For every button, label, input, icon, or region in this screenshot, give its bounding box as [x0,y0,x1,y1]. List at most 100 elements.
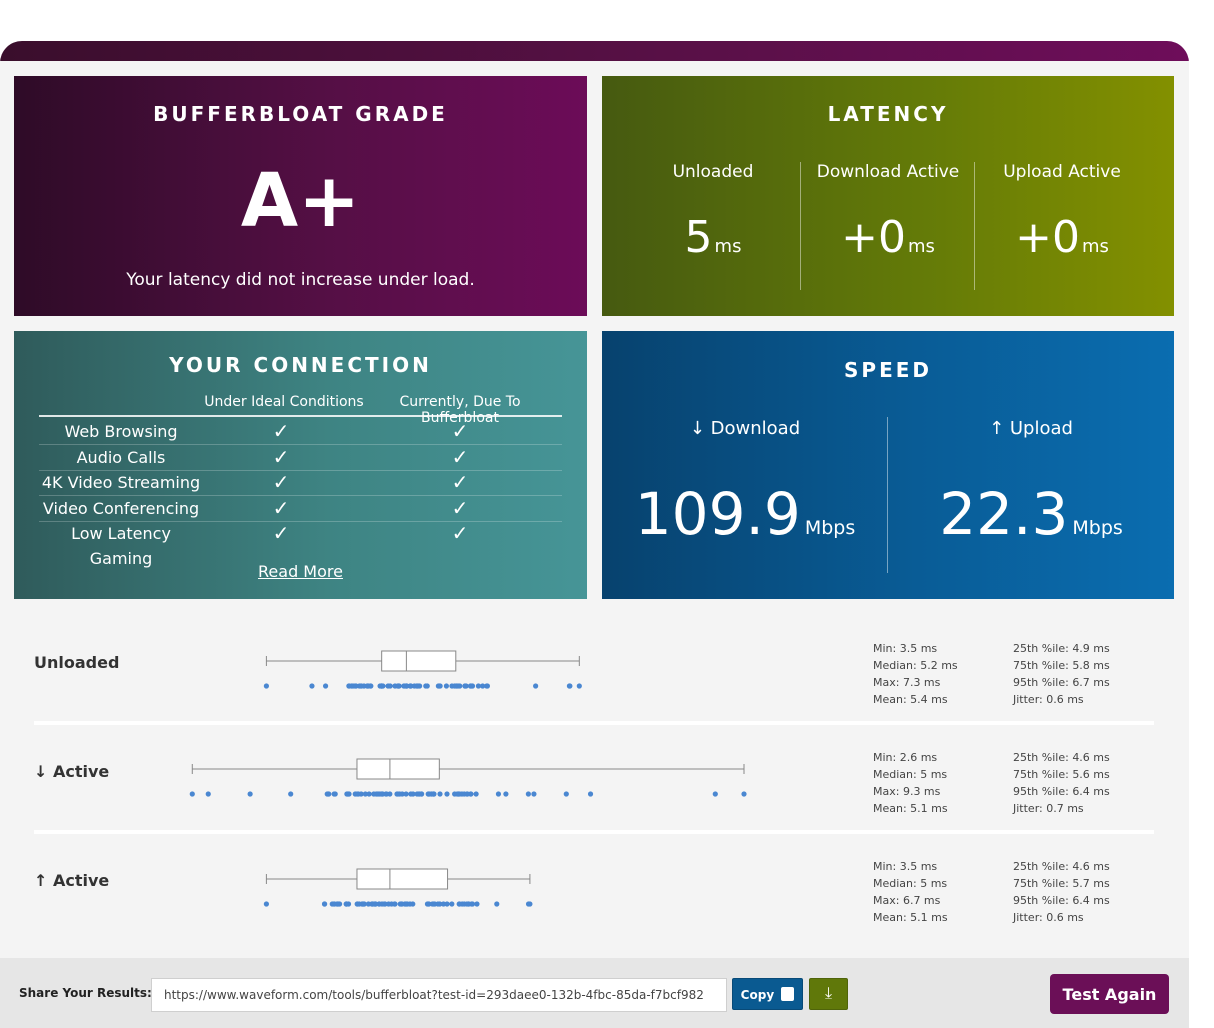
iqr-box [381,650,457,672]
sample-dot [587,791,594,797]
stat-row-label: Unloaded [34,653,120,672]
latency-download-active: Download Active +0 ms [801,160,975,273]
stat-line: 95th %ile: 6.4 ms [1013,785,1110,798]
latency-value: 5 ms [626,212,800,273]
stat-line: Mean: 5.4 ms [873,693,948,706]
copy-button[interactable]: Copy [732,978,803,1010]
sample-dot [263,683,269,689]
connection-row: 4K Video Streaming ✓ ✓ [39,470,562,496]
sample-dot [387,791,393,797]
checkmark-icon: ✓ [272,521,290,545]
latency-value: +0 ms [801,212,975,273]
test-again-button[interactable]: Test Again [1050,974,1169,1014]
speed-card: SPEED ↓ Download 109.9 Mbps ↑ Upload 22.3… [602,331,1174,599]
sample-dot [334,901,340,907]
upload-label: ↑ Upload [989,418,1073,439]
connection-row: Audio Calls ✓ ✓ [39,445,562,471]
sample-dot [426,791,432,797]
checkmark-icon: ✓ [272,444,290,469]
sample-dot [414,683,420,689]
connection-use-case: Web Browsing [64,422,178,441]
stats-left-column: Min: 3.5 ms Median: 5 ms Max: 6.7 ms Mean: … [873,858,948,926]
sample-dot [474,901,480,907]
latency-unit: ms [907,236,935,257]
upload-unit: Mbps [1072,517,1123,539]
latency-unit: ms [1081,236,1109,257]
sample-dot [399,901,405,907]
sample-dot [387,683,393,689]
col-current-header: Currently, Due To Bufferbloat [399,394,521,426]
stat-line: 95th %ile: 6.4 ms [1013,894,1110,907]
sample-dot [353,683,359,689]
sample-dot [391,901,398,907]
stat-line: 25th %ile: 4.6 ms [1013,751,1110,764]
read-more-link[interactable]: Read More [258,562,343,581]
stats-right-column: 25th %ile: 4.6 ms 75th %ile: 5.6 ms 95th %… [1013,749,1110,817]
sample-dot [464,901,470,907]
sample-dot [444,791,450,797]
download-button[interactable]: ⤓ [809,978,848,1010]
stat-line: Jitter: 0.6 ms [1013,693,1084,706]
stat-line: Mean: 5.1 ms [873,802,948,815]
grade-title: BUFFERBLOAT GRADE [153,102,448,126]
checkmark-icon: ✓ [451,470,469,494]
connection-use-case: Audio Calls [76,447,166,467]
sample-dot [462,683,468,689]
sample-dot [449,901,455,907]
sample-dot [407,683,414,689]
sample-dot [332,791,338,797]
sample-dot [321,901,328,907]
sample-dot [407,901,413,907]
stat-line: Min: 3.5 ms [873,642,938,655]
checkmark-icon: ✓ [272,495,290,520]
share-url-input[interactable] [151,978,727,1012]
sample-dot [365,901,372,907]
stat-line: Max: 9.3 ms [873,785,941,798]
sample-dot [468,791,474,797]
sample-dot [404,683,410,689]
stats-right-column: 25th %ile: 4.9 ms 75th %ile: 5.8 ms 95th %… [1013,640,1110,708]
iqr-box [356,868,449,890]
sample-dot [495,791,502,797]
sample-dot [480,683,486,689]
grade-value: A+ [240,158,361,244]
stat-line: 25th %ile: 4.6 ms [1013,860,1110,873]
checkmark-icon: ✓ [272,470,290,494]
checkmark-icon: ✓ [451,495,469,520]
sample-dot [525,791,531,797]
sample-dot [379,683,385,689]
sample-dot [247,791,253,797]
divider [974,162,975,290]
stat-row-label: ↑ Active [34,871,110,890]
sample-dot [475,683,482,689]
stat-line: Max: 7.3 ms [873,676,941,689]
sample-dot [525,901,532,907]
latency-title: LATENCY [827,102,949,126]
sample-dot [371,791,377,797]
checkmark-icon: ✓ [451,444,469,469]
sample-dot [417,791,423,797]
sample-dot [437,791,443,797]
connection-row: Low Latency Gaming ✓ ✓ [39,521,562,568]
latency-value: +0 ms [975,212,1149,273]
sample-dot [346,683,352,689]
sample-dot [365,683,371,689]
sample-dot [309,683,315,689]
stat-line: 95th %ile: 6.7 ms [1013,676,1110,689]
sample-dot [435,901,441,907]
sample-dot [263,901,269,907]
connection-row: Video Conferencing ✓ ✓ [39,496,562,522]
divider [887,417,888,573]
sample-dot [443,683,450,689]
latency-label: Download Active [816,162,960,182]
checkmark-icon: ✓ [451,419,469,443]
sample-dot [361,901,367,907]
download-label: ↓ Download [689,418,801,439]
sample-dot [464,791,470,797]
sample-dot [361,683,367,689]
sample-dot [352,791,358,797]
sample-dot [408,791,414,797]
stat-line: Min: 2.6 ms [873,751,938,764]
sample-dot [431,901,437,907]
sample-dot [371,901,377,907]
